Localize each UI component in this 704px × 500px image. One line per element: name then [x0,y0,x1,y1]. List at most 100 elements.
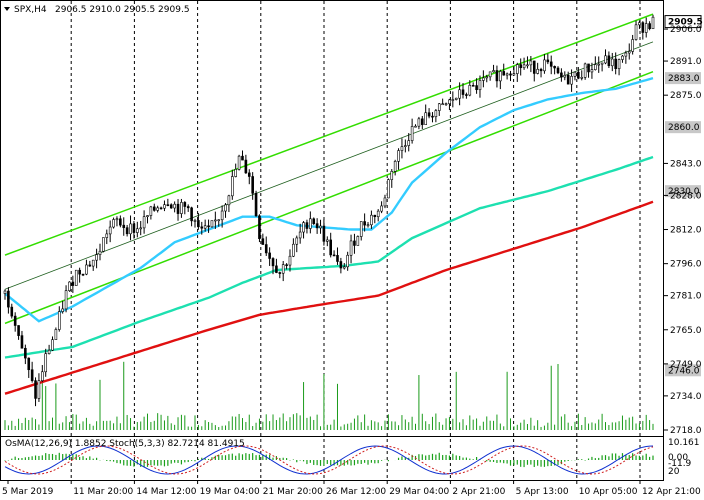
candle-body [275,265,278,273]
volume-bars [4,361,654,430]
price-tick-label: 2906.0 [670,25,702,35]
candle-body [71,281,75,286]
osma-axis-label: 20 [668,467,680,477]
price-axis: 2906.0 2891.0 2875.0 2843.0 2828.0 2812.0 2796… [664,25,702,436]
osma-stoch-panel: 10.161 0.00-11.920 [4,438,700,477]
time-tick-label: 11 Mar 20:00 [73,487,133,497]
candle-body [7,290,10,308]
candle-body [519,64,522,69]
time-tick-label: 19 Mar 04:00 [200,487,260,497]
candle-body [142,216,146,229]
candle-body [631,39,634,52]
candle-body [41,371,44,381]
price-tick-label: 2718.0 [670,426,702,436]
candle-body [583,63,587,78]
candle-body [414,125,417,128]
candle-body [505,73,509,76]
candle-body [24,347,27,359]
price-tick-label: 2875.0 [670,91,702,101]
candle-body [359,221,363,237]
candle-body [237,155,241,170]
candle-body [451,99,455,101]
candle-body [115,218,119,221]
time-tick-label: 5 Apr 13:00 [516,487,569,497]
candle-body [139,227,143,230]
price-level-label: 2830.0 [668,187,700,197]
candle-body [231,176,234,197]
candle-body [539,68,543,72]
candle-body [610,58,614,67]
price-tick-label: 2765.0 [670,326,702,336]
price-tick-label: 2734.0 [670,392,702,402]
price-tick-label: 2843.0 [670,159,702,169]
moving-averages [4,76,654,395]
candle-body [183,202,187,207]
candle-body [156,207,159,211]
candle-body [102,237,105,252]
candle-body [536,68,539,74]
candle-body [594,64,597,70]
candle-body [132,223,136,233]
candle-body [3,290,7,294]
candle-body [108,226,112,235]
candle-body [329,239,332,256]
candle-body [560,72,563,78]
candle-body [217,219,221,222]
candle-body [627,51,631,54]
candle-body [638,22,641,26]
candle-body [512,73,516,76]
time-tick-label: 29 Mar 04:00 [389,487,449,497]
time-tick-label: 26 Mar 12:00 [326,487,386,497]
candle-body [98,250,102,255]
candle-body [522,64,526,69]
candle-body [458,89,461,99]
candle-body [437,103,441,111]
candle-body [54,329,58,340]
candle-body [644,23,648,33]
candle-body [281,264,285,274]
stoch-signal-line [4,445,654,475]
candle-body [180,202,183,214]
candle-body [495,70,499,82]
candle-body [499,71,502,82]
candle-body [526,64,529,67]
candle-body [37,380,41,399]
candle-body [366,224,370,227]
channel-middle-line [4,41,654,290]
candle-body [431,115,434,118]
candle-body [136,228,139,233]
dropdown-arrow-icon[interactable] [4,7,10,11]
price-level-label: 2746.0 [668,366,700,376]
candle-body [604,55,607,64]
ohlc-readout: 2906.5 2910.0 2905.5 2909.5 [55,5,190,15]
candle-body [434,110,438,118]
price-level-box [665,185,701,198]
candle-body [169,204,173,209]
candle-body [30,369,34,381]
candle-body [573,71,577,77]
candle-body [336,255,339,262]
candle-body [285,264,288,266]
stoch-main-line [4,445,654,475]
candle-body [339,261,343,269]
candle-body [247,172,251,177]
candle-body [47,349,51,355]
candle-body [305,222,309,229]
candle-body [210,220,214,228]
candle-body [254,192,258,217]
candle-body [556,67,560,74]
time-tick-label: 10 Apr 05:00 [579,487,638,497]
candle-body [200,226,204,229]
candle-body [502,71,506,76]
candle-body [224,204,227,212]
candle-body [641,22,645,33]
candle-body [227,195,231,206]
candle-body [607,55,611,67]
candle-body [404,145,407,147]
candle-body [288,255,292,266]
candle-body [590,69,594,73]
candle-body [342,266,346,269]
candle-body [410,126,414,141]
candle-body [349,240,353,256]
